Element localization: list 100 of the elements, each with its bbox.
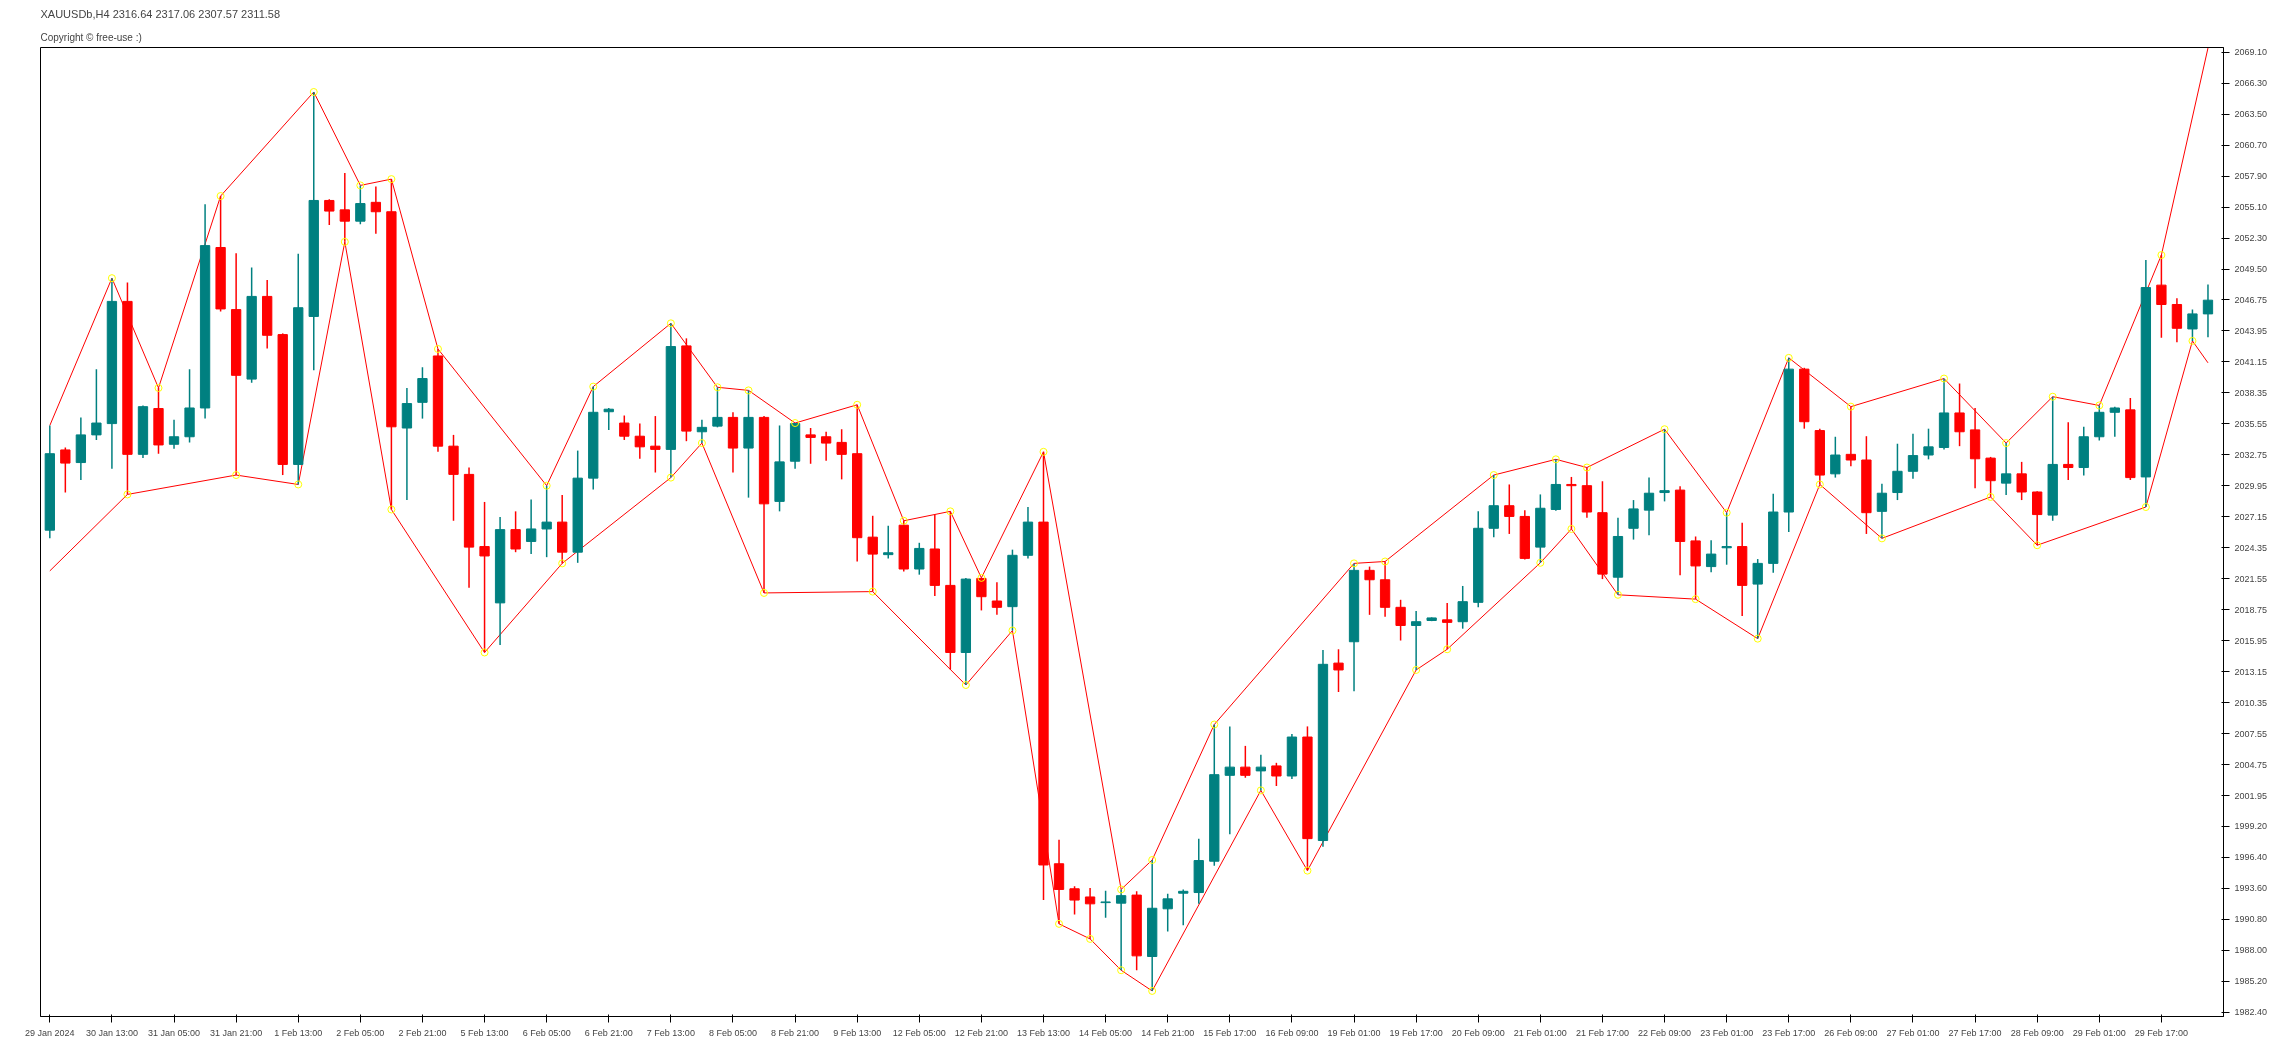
point [961,681,970,690]
candlestick [1240,745,1251,779]
candlestick [1985,456,1996,498]
point [697,439,706,448]
candlestick [355,184,366,226]
candlestick [991,581,1003,616]
x-tick-label: 21 Feb 01:00 [1513,1027,1567,1038]
point [1039,447,1048,456]
point [107,274,116,283]
point [294,480,303,489]
candlestick [2109,405,2120,438]
point [666,473,675,482]
candlestick [619,414,630,441]
point [1148,856,1157,864]
point [356,181,365,190]
point [480,648,489,657]
x-tick-label: 27 Feb 17:00 [1948,1027,2002,1038]
point [1722,508,1731,517]
y-tick-label: 2049.50 [2234,264,2268,275]
point [1940,374,1949,383]
point [1303,866,1312,875]
candlestick [2202,283,2214,338]
x-tick-label: 8 Feb 21:00 [771,1027,820,1038]
x-tick-label: 13 Feb 13:00 [1016,1027,1071,1038]
candlestick [603,407,614,431]
point [666,319,675,328]
candlestick [541,484,552,558]
point [853,400,862,409]
candlestick [1410,610,1422,671]
candlestick [2000,442,2012,496]
point [791,419,800,428]
x-tick-label: 1 Feb 13:00 [274,1027,323,1038]
candlestick [525,498,537,555]
x-tick-label: 2 Feb 05:00 [336,1027,385,1038]
point [1443,645,1452,654]
x-tick-label: 20 Feb 09:00 [1451,1027,1505,1038]
y-tick-label: 2043.95 [2234,325,2268,336]
candlestick [2171,297,2183,343]
x-tick-label: 19 Feb 17:00 [1389,1027,1443,1038]
point [1086,934,1095,943]
x-tick-label: 31 Jan 21:00 [210,1027,263,1038]
x-tick-label: 28 Feb 09:00 [2010,1027,2064,1038]
point [1567,524,1576,533]
x-tick-label: 14 Feb 05:00 [1079,1027,1133,1038]
x-tick-label: 6 Feb 21:00 [584,1027,633,1038]
point [1412,665,1421,674]
candlestick [836,428,847,481]
point [1489,471,1498,480]
point [2002,439,2011,448]
y-tick-label: 2066.30 [2234,78,2268,89]
x-tick-label: 27 Feb 01:00 [1886,1027,1940,1038]
point [387,175,396,184]
point [589,382,598,391]
point [1613,590,1622,599]
x-tick-label: 2 Feb 21:00 [398,1027,447,1038]
chart-title: XAUUSDb,H4 2316.64 2317.06 2307.57 2311.58 [40,7,281,20]
y-tick-label: 2041.15 [2234,356,2268,367]
chart-subtitle: Copyright © free-use :) [40,31,142,43]
candlestick [1364,565,1375,616]
candlestick [1876,483,1888,540]
point [744,386,753,395]
candlestick [60,446,71,494]
candlestick [867,515,878,593]
y-tick-label: 2021.55 [2234,573,2268,584]
x-tick-label: 19 Feb 01:00 [1327,1027,1381,1038]
x-tick-label: 5 Feb 13:00 [460,1027,509,1038]
x-tick-label: 9 Feb 13:00 [833,1027,882,1038]
point [1582,463,1591,472]
point [1055,919,1064,928]
y-tick-label: 2038.35 [2234,387,2268,398]
point [2048,392,2057,401]
candlestick [634,422,645,460]
point [2095,401,2104,410]
point [946,507,955,516]
candlestick [820,431,832,462]
x-tick-label: 29 Jan 2024 [25,1027,75,1038]
candlestick [1255,753,1267,792]
candlestick [1892,442,1903,501]
candlestick [914,542,925,576]
point [1877,534,1886,543]
point [1660,425,1669,434]
candlestick [1457,585,1468,630]
point [1691,595,1700,604]
candlestick [91,368,102,441]
y-tick-label: 1996.40 [2234,852,2268,863]
candlestick [1752,558,1763,640]
candlestick [168,419,180,450]
x-tick-label: 23 Feb 01:00 [1700,1027,1754,1038]
y-tick-label: 1982.40 [2234,1007,2268,1018]
point [977,573,986,582]
candlestick [479,501,490,654]
x-tick-label: 12 Feb 05:00 [892,1027,946,1038]
y-tick-label: 2055.10 [2234,202,2268,213]
point [2141,503,2150,512]
candlestick [1907,432,1919,480]
candlestick [1178,888,1189,926]
x-tick-label: 15 Feb 17:00 [1203,1027,1257,1038]
x-tick-label: 23 Feb 17:00 [1762,1027,1816,1038]
y-tick-label: 2018.75 [2234,604,2268,615]
candlestick [1442,602,1453,651]
